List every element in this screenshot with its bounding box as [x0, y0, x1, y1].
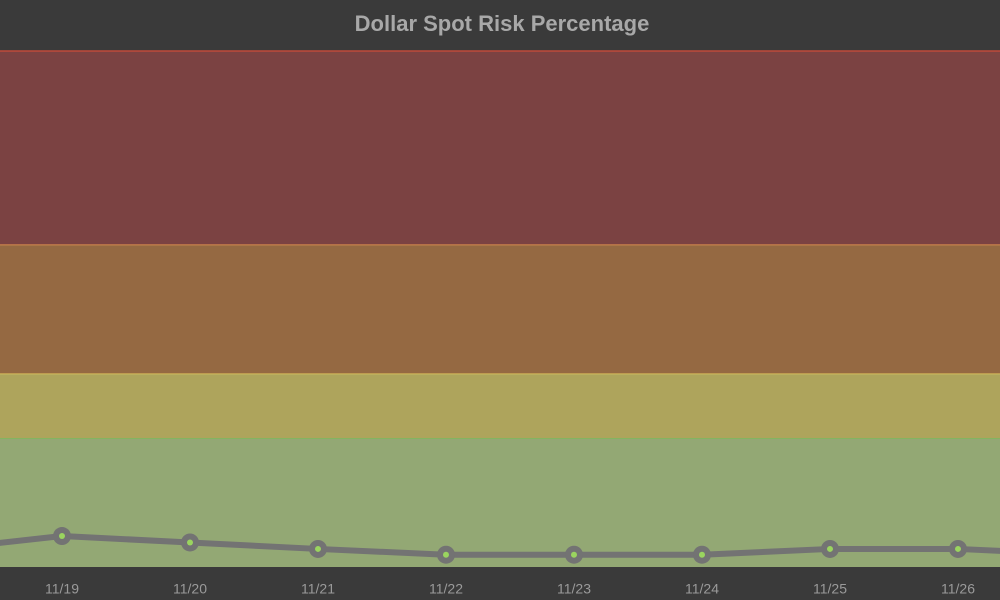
- x-tick-label: 11/23: [557, 581, 591, 597]
- risk-band: [0, 244, 1000, 374]
- chart-title: Dollar Spot Risk Percentage: [355, 11, 650, 36]
- x-tick-label: 11/19: [45, 581, 79, 597]
- data-point-dot: [315, 545, 321, 552]
- x-tick-label: 11/21: [301, 581, 335, 597]
- x-tick-label: 11/26: [941, 581, 975, 597]
- data-point-dot: [187, 539, 193, 546]
- x-tick-label: 11/20: [173, 581, 207, 597]
- data-point-dot: [827, 545, 833, 552]
- data-point-dot: [699, 551, 705, 558]
- data-point-dot: [443, 551, 449, 558]
- x-tick-label: 11/24: [685, 581, 719, 597]
- series-line: [0, 533, 1000, 558]
- data-point-dot: [59, 533, 65, 540]
- x-tick-label: 11/25: [813, 581, 847, 597]
- risk-band: [0, 373, 1000, 438]
- x-tick-label: 11/22: [429, 581, 463, 597]
- risk-band: [0, 51, 1000, 245]
- data-point-dot: [955, 545, 961, 552]
- data-point-dot: [571, 551, 577, 558]
